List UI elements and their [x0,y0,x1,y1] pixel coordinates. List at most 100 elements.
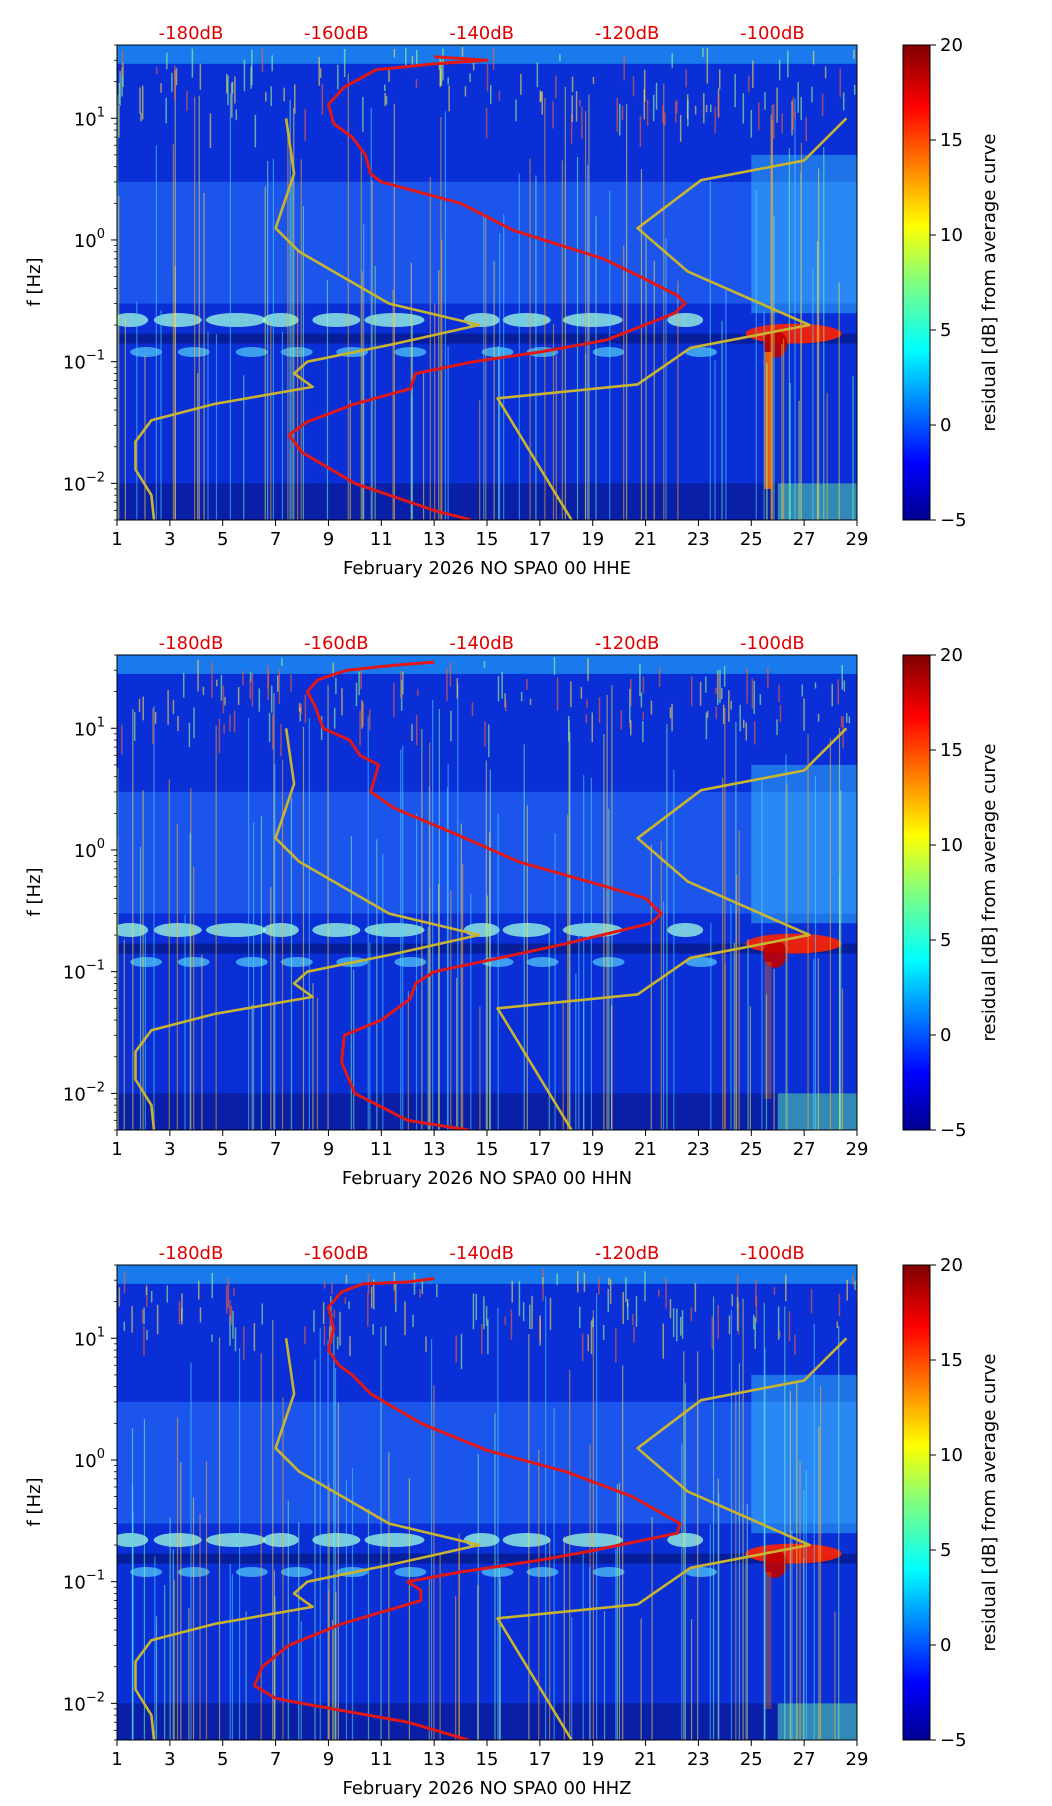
speckle [335,677,337,695]
speckle [632,76,635,97]
speckle [854,1281,856,1291]
transient-line [287,132,289,520]
speckle [635,1295,638,1327]
x-tick-label: 3 [164,1139,175,1160]
speckle [341,688,343,716]
transient-line [335,1592,337,1740]
transient-line [589,1566,591,1740]
speckle [121,724,123,755]
x-tick-label: 9 [323,529,334,550]
transient-line [749,1006,751,1130]
speckle [526,678,528,690]
speckle [123,1271,126,1294]
transient-line [745,1554,747,1740]
transient-line [455,1595,457,1740]
speckle [751,678,754,709]
transient-line [421,728,423,1130]
transient-line [308,718,310,1130]
microseism-blob [526,957,559,968]
speckle [121,49,124,77]
transient-line [709,181,711,520]
speckle [323,1325,326,1346]
speckle [579,99,581,107]
transient-line [188,1608,190,1740]
transient-line [523,744,525,1130]
speckle [592,76,595,84]
transient-line [773,215,775,520]
nyquist-band [117,1265,857,1284]
transient-line [132,709,134,1130]
transient-line [260,1353,262,1740]
speckle [348,1301,350,1309]
speckle [773,1287,776,1295]
speckle [821,93,824,117]
transient-line [785,754,787,1130]
speckle [225,1285,228,1314]
x-tick-label: 29 [846,529,869,550]
speckle [231,81,234,94]
speckle [719,669,721,704]
speckle [717,1305,719,1340]
microseism-blob [130,957,163,968]
transient-line [718,1494,720,1740]
x-tick-label: 21 [634,529,657,550]
transient-line [588,94,590,520]
transient-line [852,376,854,520]
speckle [142,696,144,721]
transient-line [441,239,443,520]
transient-line [488,832,491,1130]
speckle [118,1287,121,1307]
x-tick-label: 23 [687,1139,710,1160]
x-tick-label: 25 [740,1139,763,1160]
speckle [690,1307,693,1322]
speckle [629,688,631,723]
storm-hotspot-core [763,939,788,968]
transient-line [714,360,716,520]
transient-line [563,1536,565,1740]
transient-line [528,1333,530,1740]
transient-line [334,1368,337,1740]
top-db-label: -180dB [159,1243,224,1264]
speckle [581,106,583,139]
top-db-label: -140dB [449,633,514,654]
colorbar-tick-label: −5 [940,1120,967,1141]
transient-line [153,706,155,1130]
speckle [853,49,855,59]
speckle [231,82,233,118]
speckle [472,1293,475,1330]
transient-line [660,840,662,1130]
colorbar-tick-label: 20 [940,1255,963,1276]
speckle [344,1297,347,1304]
transient-line [422,370,425,520]
speckle [812,51,815,65]
speckle [362,97,364,132]
transient-line [274,764,276,1130]
speckle [188,722,191,748]
speckle [384,92,386,107]
speckle [739,704,741,732]
x-tick-label: 23 [687,529,710,550]
transient-line [567,814,569,1130]
speckle [842,92,845,111]
transient-line [353,969,355,1130]
transient-line [584,111,587,520]
transient-line [168,779,170,1130]
transient-line [486,895,488,1130]
transient-line [526,805,528,1130]
speckle [817,714,820,722]
transient-line [203,192,205,520]
speckle [778,59,781,81]
colorbar-label: residual [dB] from average curve [979,1353,1000,1651]
transient-line [814,776,817,1130]
speckle [367,1292,369,1327]
x-tick-label: 29 [846,1139,869,1160]
speckle [355,682,358,707]
speckle [321,83,324,115]
transient-line [446,787,449,1130]
speckle [650,700,653,715]
transient-line [300,159,302,520]
speckle [359,710,361,746]
speckle [472,62,475,71]
transient-line [494,1413,496,1740]
transient-line [243,375,245,520]
